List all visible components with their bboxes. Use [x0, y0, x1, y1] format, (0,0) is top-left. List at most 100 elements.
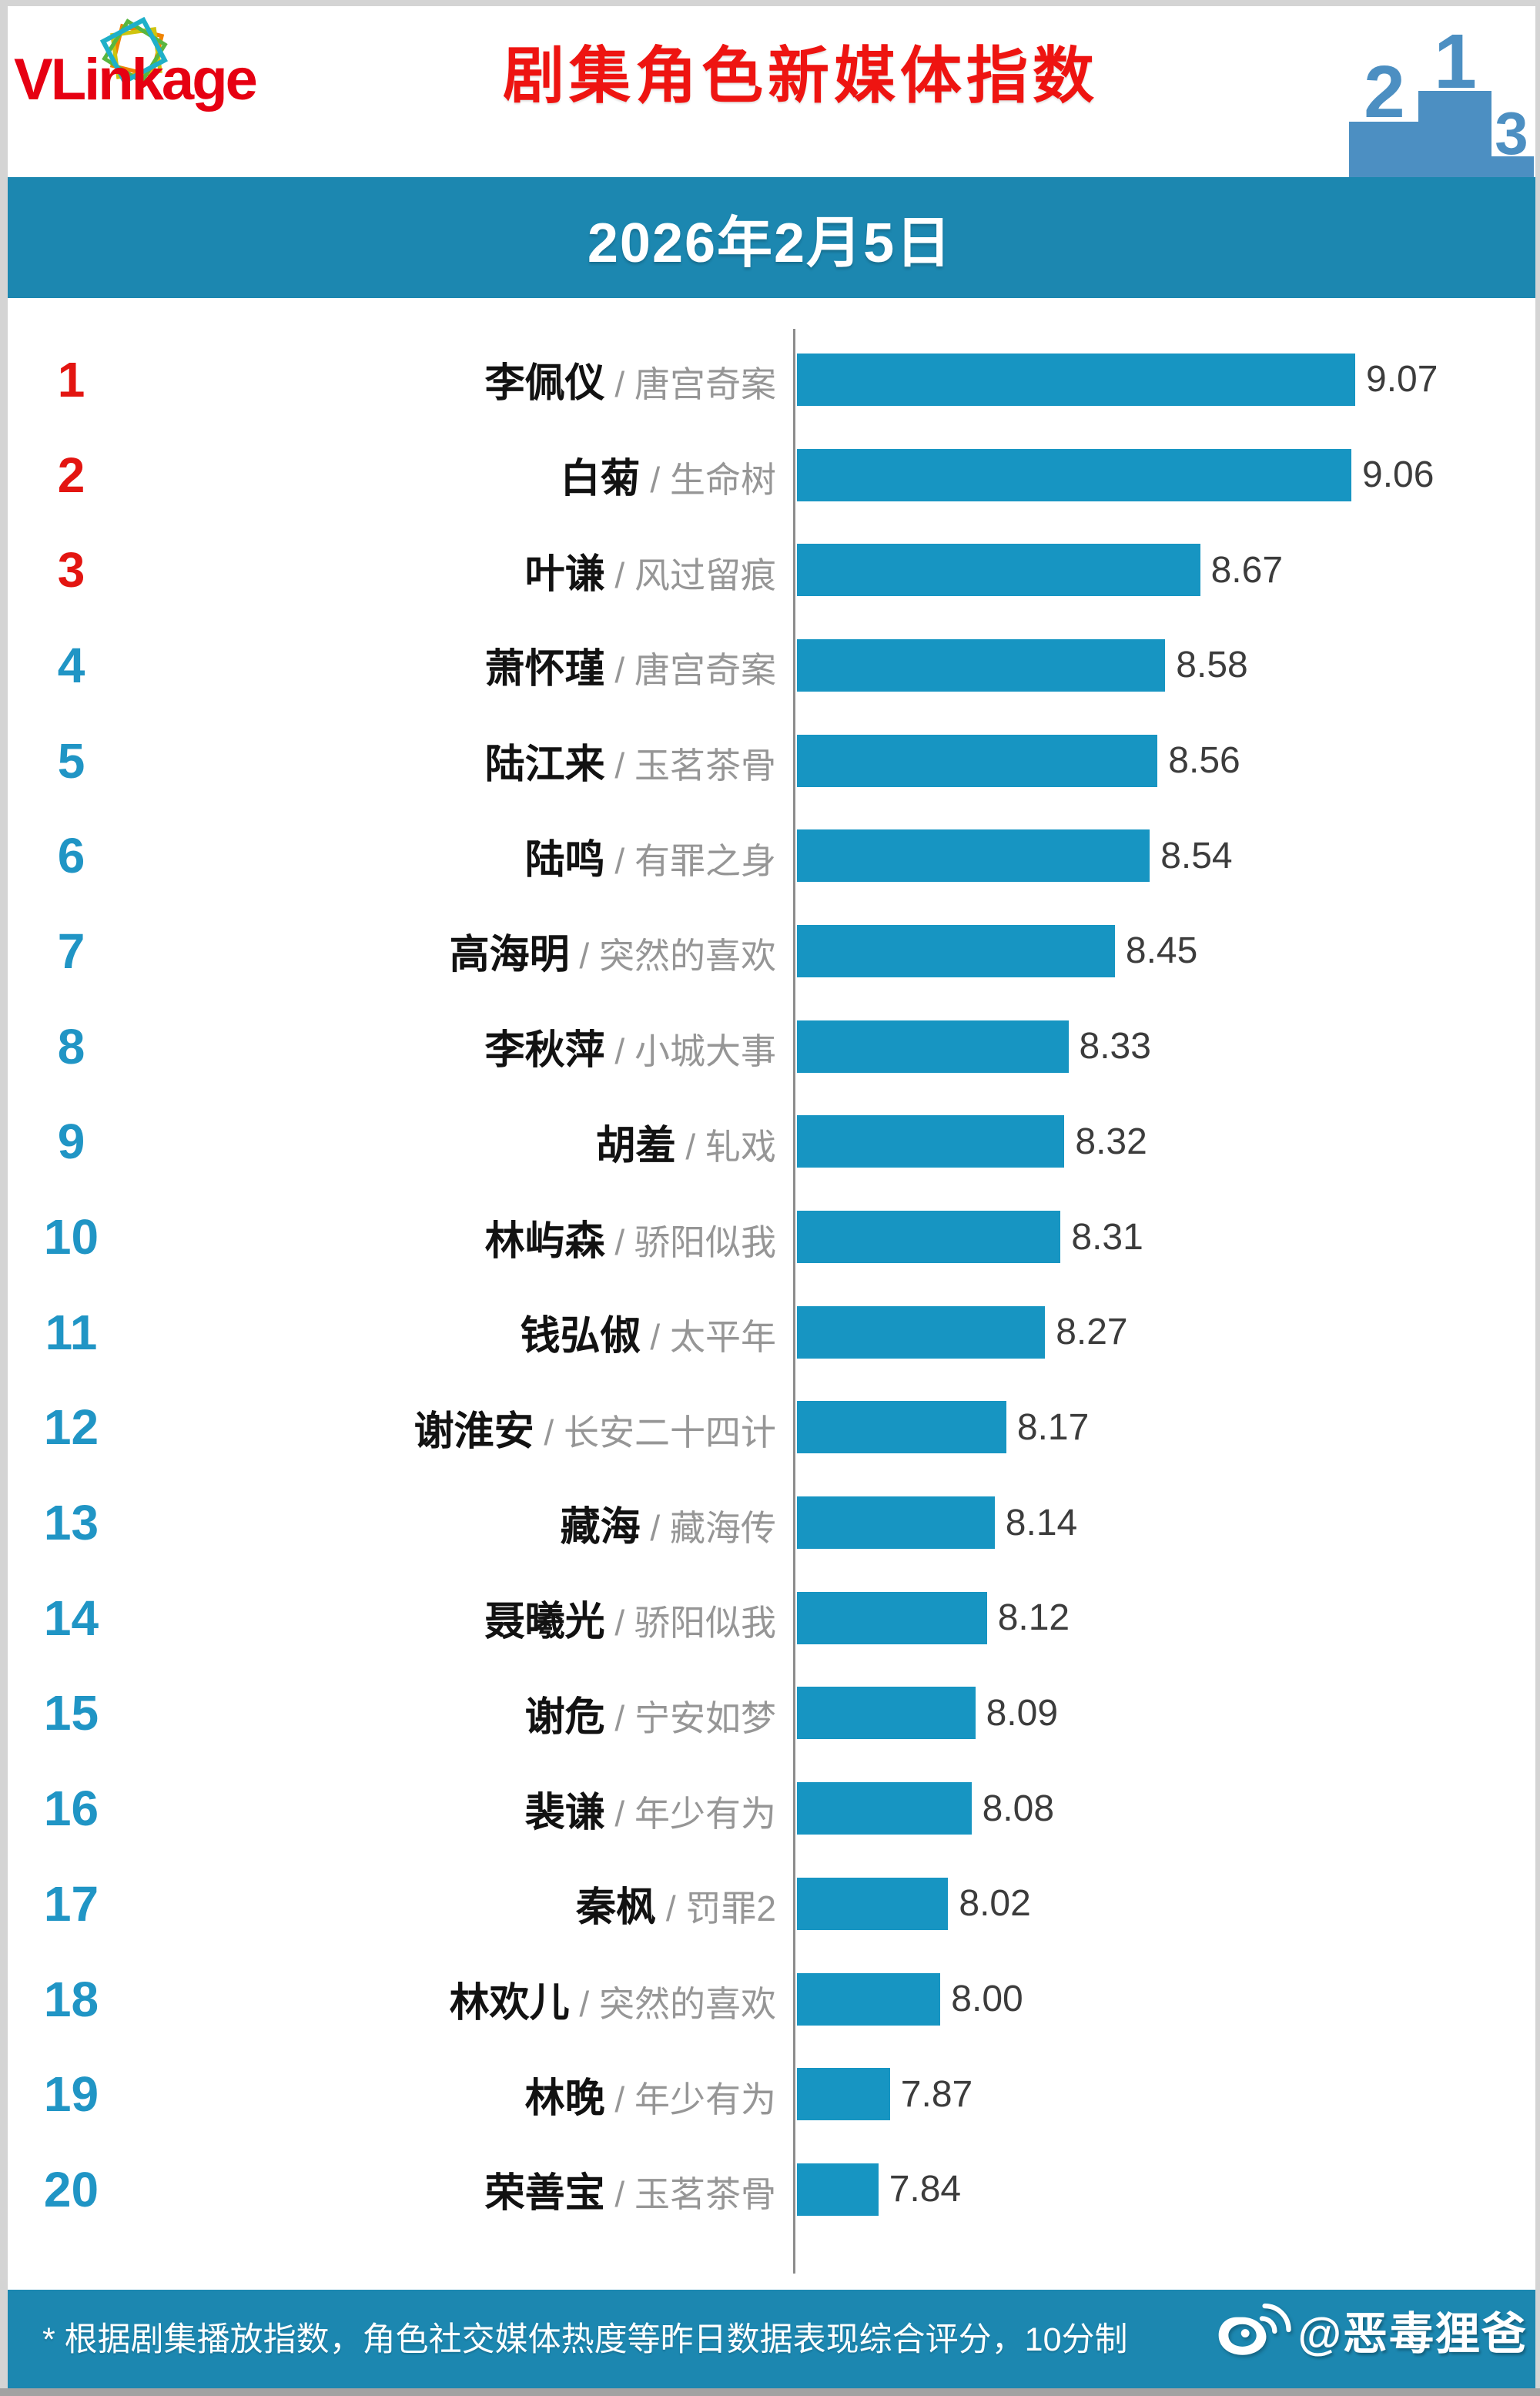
separator: / [604, 2079, 634, 2120]
character-name: 裴谦 [524, 1790, 605, 1835]
bar-area: 8.54 [793, 808, 1540, 903]
character-label: 聂曦光 / 骄阳似我 [142, 1589, 793, 1647]
character-label: 裴谦 / 年少有为 [142, 1780, 793, 1838]
rank-number: 15 [43, 1685, 99, 1741]
rank-number: 5 [57, 732, 85, 789]
score-bar [797, 1687, 976, 1740]
character-label: 钱弘俶 / 太平年 [142, 1303, 793, 1361]
score-value: 7.87 [900, 2073, 973, 2115]
show-name: 轧戏 [705, 1126, 776, 1167]
character-label: 陆江来 / 玉茗茶骨 [142, 732, 793, 789]
frame-edge-left [0, 0, 8, 2396]
character-label: 李秋萍 / 小城大事 [142, 1017, 793, 1075]
rank-number: 14 [43, 1590, 99, 1646]
rank-number: 18 [43, 1971, 99, 2027]
bar-area: 8.14 [793, 1475, 1540, 1570]
character-name: 钱弘俶 [520, 1314, 641, 1359]
show-name: 骄阳似我 [634, 1221, 776, 1262]
character-name: 秦枫 [576, 1885, 657, 1931]
score-value: 9.07 [1366, 359, 1438, 400]
bar-area: 8.31 [793, 1189, 1540, 1285]
bar-area: 9.06 [793, 427, 1540, 523]
chart-row: 6 陆鸣 / 有罪之身 8.54 [0, 808, 1540, 903]
podium-icon: 2 1 3 [1349, 18, 1534, 177]
character-name: 林屿森 [484, 1218, 605, 1264]
show-name: 长安二十四计 [564, 1412, 776, 1453]
score-value: 8.09 [986, 1692, 1059, 1734]
score-bar [797, 1211, 1061, 1264]
chart-row: 16 裴谦 / 年少有为 8.08 [0, 1761, 1540, 1856]
score-value: 8.54 [1160, 835, 1233, 876]
show-name: 玉茗茶骨 [634, 746, 776, 786]
score-value: 9.06 [1362, 454, 1435, 496]
character-name: 陆鸣 [524, 837, 605, 883]
rank-number: 20 [43, 2161, 99, 2217]
score-value: 8.45 [1125, 930, 1198, 972]
show-name: 生命树 [670, 460, 776, 501]
rank-number: 13 [43, 1495, 99, 1551]
show-name: 小城大事 [634, 1031, 776, 1072]
chart-rows: 1 李佩仪 / 唐宫奇案 9.07 2 白菊 / 生命树 9.06 3 叶谦 / [0, 332, 1540, 2237]
chart-row: 20 荣善宝 / 玉茗茶骨 7.84 [0, 2142, 1540, 2237]
score-bar [797, 448, 1351, 501]
character-name: 李秋萍 [484, 1028, 605, 1074]
bar-area: 8.58 [793, 618, 1540, 713]
chart-row: 12 谢淮安 / 长安二十四计 8.17 [0, 1380, 1540, 1476]
score-bar [797, 924, 1115, 977]
character-name: 白菊 [560, 457, 641, 502]
show-name: 罚罪2 [685, 1888, 776, 1929]
watermark: @恶毒狸爸 [1216, 2297, 1528, 2362]
separator: / [604, 840, 634, 881]
score-bar [797, 1782, 972, 1835]
separator: / [604, 1603, 634, 1644]
score-value: 8.33 [1079, 1026, 1151, 1067]
bar-chart: 1 李佩仪 / 唐宫奇案 9.07 2 白菊 / 生命树 9.06 3 叶谦 / [0, 298, 1540, 2290]
rank-number: 19 [43, 2066, 99, 2123]
separator: / [604, 1697, 634, 1738]
separator: / [604, 650, 634, 691]
bar-area: 7.84 [793, 2142, 1540, 2237]
show-name: 突然的喜欢 [599, 1984, 776, 2025]
rank-number: 11 [45, 1304, 98, 1360]
bar-area: 8.45 [793, 903, 1540, 999]
watermark-text: @恶毒狸爸 [1297, 2309, 1528, 2359]
rank-number: 10 [43, 1209, 99, 1265]
character-label: 胡羞 / 轧戏 [142, 1113, 793, 1171]
separator: / [640, 1317, 670, 1358]
score-value: 8.14 [1005, 1502, 1078, 1543]
score-bar [797, 353, 1355, 406]
chart-row: 3 叶谦 / 风过留痕 8.67 [0, 522, 1540, 618]
date-banner: 2026年2月5日 [0, 177, 1540, 298]
character-name: 谢危 [524, 1694, 605, 1740]
separator: / [640, 1507, 670, 1548]
separator: / [656, 1888, 686, 1929]
score-bar [797, 2163, 879, 2216]
bar-area: 7.87 [793, 2046, 1540, 2142]
rank-number: 6 [57, 828, 85, 884]
separator: / [640, 460, 670, 501]
character-name: 萧怀瑾 [484, 647, 605, 692]
chart-row: 13 藏海 / 藏海传 8.14 [0, 1475, 1540, 1570]
bar-area: 8.56 [793, 713, 1540, 809]
date-text: 2026年2月5日 [587, 213, 953, 274]
bar-area: 8.09 [793, 1666, 1540, 1761]
frame-edge-top [0, 0, 1540, 6]
character-label: 李佩仪 / 唐宫奇案 [142, 350, 793, 408]
chart-row: 8 李秋萍 / 小城大事 8.33 [0, 999, 1540, 1094]
bar-area: 8.08 [793, 1761, 1540, 1856]
bar-area: 8.32 [793, 1094, 1540, 1190]
show-name: 唐宫奇案 [634, 364, 776, 405]
show-name: 藏海传 [670, 1507, 776, 1548]
score-value: 8.02 [959, 1883, 1031, 1925]
score-bar [797, 544, 1200, 597]
chart-row: 7 高海明 / 突然的喜欢 8.45 [0, 903, 1540, 999]
separator: / [604, 2174, 634, 2215]
show-name: 风过留痕 [634, 555, 776, 595]
separator: / [604, 1793, 634, 1834]
character-label: 萧怀瑾 / 唐宫奇案 [142, 636, 793, 694]
separator: / [569, 1984, 599, 2025]
separator: / [675, 1126, 705, 1167]
frame-edge-bottom [0, 2388, 1540, 2396]
character-name: 陆江来 [484, 742, 605, 788]
